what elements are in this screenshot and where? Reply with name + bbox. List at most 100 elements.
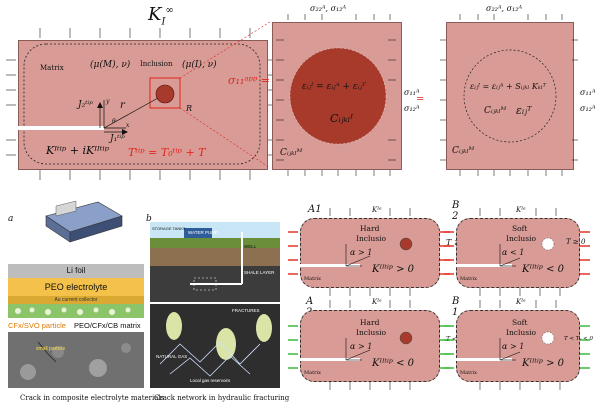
case-b1-inc-1: Soft xyxy=(512,318,528,327)
main-specimen-panel xyxy=(18,40,268,170)
li-foil-layer: Li foil xyxy=(8,264,144,278)
case-b2-inc-1: Soft xyxy=(512,224,528,233)
case-b1-matrix: Matrix xyxy=(460,370,477,376)
case-b2-matrix: Matrix xyxy=(460,276,477,282)
mid-right-1: σ₁₁ᴬ xyxy=(404,88,420,97)
case-a1-title: A1 xyxy=(308,204,322,215)
sigma-app: σ₁₁ᵃᵖᵖ = T xyxy=(228,74,281,87)
right-top-label: σ₂₂ᴬ, σ₁₂ᴬ xyxy=(486,4,523,13)
case-a2-matrix: Matrix xyxy=(304,370,321,376)
case-a1-inclusion xyxy=(399,237,413,251)
local-gas-label: Local gas reservoirs xyxy=(190,378,231,383)
case-a1-top-k: Kᴵᵃ xyxy=(372,206,382,214)
case-a1-matrix: Matrix xyxy=(304,276,321,282)
inclusion-highlight-box xyxy=(149,77,181,109)
well-label: WELL xyxy=(244,244,257,249)
fracturing-diagram: STORAGE TANKS WATER PUMP WELL SHALE LAYE… xyxy=(150,222,280,302)
case-a1-inc-2: Inclusio xyxy=(356,234,386,243)
cfx-svo-label: CFx/SVO particle xyxy=(8,321,66,330)
case-a1-inc-1: Hard xyxy=(360,224,380,233)
matrix-label: Matrix xyxy=(40,64,64,72)
eigenstrain-panel xyxy=(446,22,574,170)
composite-layer xyxy=(8,304,144,318)
mid-right-2: σ₁₂ᴬ xyxy=(404,104,420,113)
case-b1-k: Kᴵᴵᵗⁱᵖ > 0 xyxy=(522,358,565,369)
right-c-inner: Cᵢⱼₖₗᴹ xyxy=(484,106,507,116)
case-b1-top-k: Kᴵᵃ xyxy=(516,298,526,306)
case-b1-inc-2: Inclusio xyxy=(506,328,536,337)
fracture-network-image: FRACTURES NATURAL GAS Local gas reservoi… xyxy=(150,304,280,388)
case-a2-top-k: Kᴵᵃ xyxy=(372,298,382,306)
panel-b-caption: Crack network in hydraulic fracturing xyxy=(154,394,290,402)
peo-layer: PEO electrolyte xyxy=(8,278,144,296)
t-tip-equation: Tᵗⁱᵖ = T₀ᵗⁱᵖ + T xyxy=(128,146,206,159)
inclusion-circle xyxy=(155,84,175,104)
case-a2-alpha: α > 1 xyxy=(350,342,373,351)
case-b2-top-k: Kᴵᵃ xyxy=(516,206,526,214)
inclusion-large-circle xyxy=(290,48,386,144)
main-top-arrows xyxy=(39,28,251,180)
case-b1-t: T < Tₓ < 0 xyxy=(564,336,593,342)
panel-b-label: b xyxy=(146,214,152,224)
equals-sign: = xyxy=(416,94,425,105)
panel-a-caption: Crack in composite electrolyte materials xyxy=(20,394,165,402)
case-a1-panel xyxy=(300,218,440,288)
case-b2-alpha: α < 1 xyxy=(502,248,525,257)
mid-c-inner: Cᵢⱼₖₗᴵ xyxy=(330,112,353,125)
mid-top-label: σ₂₂ᴬ, σ₁₂ᴬ xyxy=(310,4,347,13)
case-a1-alpha: α > 1 xyxy=(350,248,373,257)
y-axis-label: y xyxy=(106,98,110,105)
right-c-outer: Cᵢⱼₖₗᴹ xyxy=(452,146,475,156)
case-b2-panel xyxy=(456,218,580,288)
x-axis-label: x xyxy=(126,122,130,129)
dashed-boundary xyxy=(23,43,261,165)
case-b1-inclusion xyxy=(541,331,555,345)
battery-image xyxy=(40,198,126,244)
case-a2-inc-2: Inclusio xyxy=(356,328,386,337)
right-strain-eq: εᵢⱼᴵ = εᵢⱼᴬ + Sᵢⱼₖₗ Kₖₗᵀ xyxy=(470,82,547,91)
case-a2-inclusion xyxy=(399,331,413,345)
R-label: R xyxy=(186,104,193,113)
j1-label: J₁ᵗⁱᵖ xyxy=(110,134,125,144)
mid-strain-eq: εᵢⱼᴵ = εᵢⱼᴬ + εᵢⱼᵀ xyxy=(302,82,366,92)
au-layer: Au current collector xyxy=(8,296,144,304)
case-a1-k: Kᴵᴵᵗⁱᵖ > 0 xyxy=(372,264,415,275)
k-tip-equation: Kᴵᵗⁱᵖ + iKᴵᴵᵗⁱᵖ xyxy=(46,144,110,157)
mid-c-outer: Cᵢⱼₖₗᴹ xyxy=(280,148,303,158)
storage-label: STORAGE TANKS xyxy=(152,226,186,231)
case-b2-t: T ≥ 0 xyxy=(566,238,586,246)
case-b2-k: Kᴵᴵᵗⁱᵖ < 0 xyxy=(522,264,565,275)
inclusion-label: Inclusion xyxy=(140,60,173,68)
small-particle-label: small particle xyxy=(36,346,66,352)
sem-micrograph: small particle xyxy=(8,332,144,388)
case-b1-alpha: α > 1 xyxy=(502,342,525,351)
right-right-2: σ₁₂ᴬ xyxy=(580,104,596,113)
case-a2-panel xyxy=(300,310,440,382)
fractures-label: FRACTURES xyxy=(232,308,260,313)
far-field-k: KI∞ xyxy=(148,4,174,28)
case-b2-inc-2: Inclusio xyxy=(506,234,536,243)
peo-matrix-label: PEO/CFx/CB matrix xyxy=(74,321,141,330)
j2-label: J₂ᵗⁱᵖ xyxy=(78,100,93,110)
r-label: r xyxy=(120,100,125,111)
crack-line xyxy=(18,126,104,130)
matrix-props: (μ(M), ν) xyxy=(90,60,131,70)
case-b1-panel xyxy=(456,310,580,382)
water-pump-label: WATER PUMP xyxy=(188,230,218,235)
shale-label: SHALE LAYER xyxy=(244,270,275,275)
case-a2-inc-1: Hard xyxy=(360,318,380,327)
case-b2-inclusion xyxy=(541,237,555,251)
panel-a-label: a xyxy=(8,214,14,224)
right-eps-t: εᵢⱼᵀ xyxy=(516,104,532,117)
case-a2-k: Kᴵᴵᵗⁱᵖ < 0 xyxy=(372,358,415,369)
theta-label: θ xyxy=(112,118,116,125)
inclusion-props: (μ(I), ν) xyxy=(182,60,217,70)
natural-gas-label: NATURAL GAS xyxy=(156,354,188,359)
